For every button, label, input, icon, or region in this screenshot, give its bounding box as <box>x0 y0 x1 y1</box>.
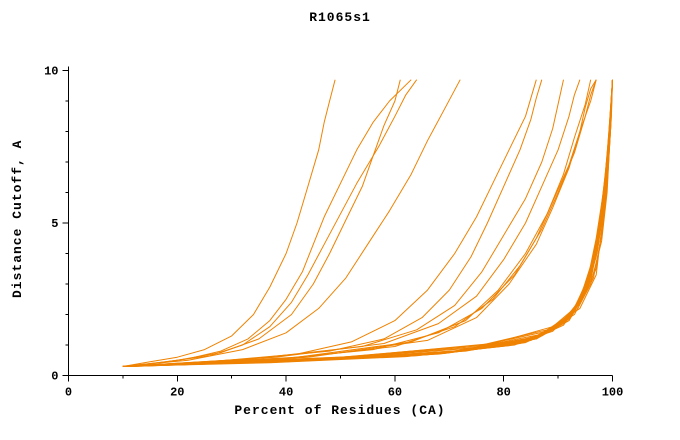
series-line <box>128 79 613 367</box>
series-line <box>133 79 597 367</box>
series-line <box>122 79 613 367</box>
x-tick-label: 100 <box>602 386 624 400</box>
series-line <box>122 79 412 367</box>
x-tick-label: 0 <box>65 386 72 400</box>
series-line <box>122 79 613 367</box>
series-line <box>122 79 543 367</box>
x-tick-label: 80 <box>496 386 510 400</box>
y-tick-label: 5 <box>51 217 58 231</box>
series-line <box>122 79 613 367</box>
x-tick-label: 20 <box>170 386 184 400</box>
series-line <box>122 79 613 367</box>
series-line <box>122 79 613 367</box>
series-line <box>128 79 581 367</box>
series-line <box>128 79 613 367</box>
series-line <box>128 79 613 367</box>
x-axis-label: Percent of Residues (CA) <box>234 403 446 418</box>
series-line <box>122 79 613 367</box>
series-line <box>122 79 613 367</box>
y-tick-label: 10 <box>44 65 58 79</box>
series-line <box>122 79 613 367</box>
series-line <box>122 79 597 367</box>
series-line <box>122 79 592 367</box>
series-line <box>128 79 597 367</box>
series-line <box>122 79 564 367</box>
y-tick-label: 0 <box>51 370 58 384</box>
series-line <box>122 79 613 367</box>
chart-title: R1065s1 <box>309 10 371 25</box>
series-line <box>122 79 613 367</box>
series-line <box>122 79 461 367</box>
series-line <box>122 79 613 367</box>
series-line <box>128 79 613 367</box>
x-tick-label: 60 <box>388 386 402 400</box>
series-line <box>122 79 537 367</box>
series-line <box>128 79 401 367</box>
series-line <box>122 79 613 367</box>
x-tick-label: 40 <box>279 386 293 400</box>
series-line <box>122 79 336 367</box>
